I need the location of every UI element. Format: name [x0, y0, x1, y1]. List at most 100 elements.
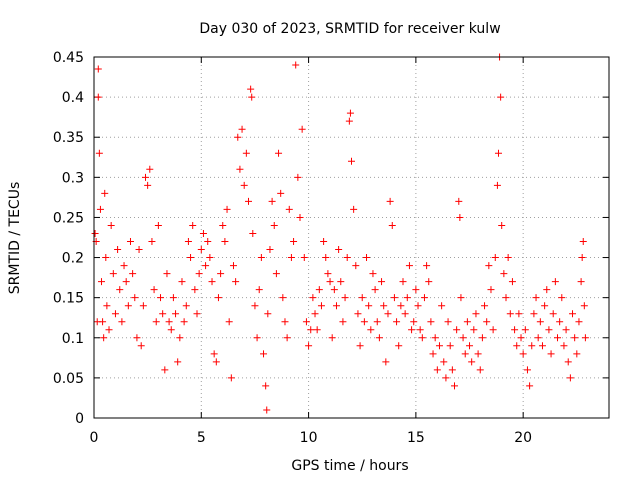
data-point: [348, 157, 355, 165]
x-tick-label: 15: [407, 430, 425, 446]
data-point: [367, 326, 375, 334]
data-point: [283, 334, 291, 342]
data-point: [403, 294, 411, 302]
data-point: [275, 149, 283, 157]
data-point: [414, 302, 422, 310]
data-point: [300, 254, 308, 262]
data-point: [105, 326, 113, 334]
data-point: [551, 278, 559, 286]
data-point: [202, 262, 210, 270]
data-point: [380, 302, 388, 310]
data-point: [214, 294, 222, 302]
data-point: [206, 254, 214, 262]
data-point: [137, 342, 145, 350]
data-point: [335, 246, 343, 254]
data-point: [375, 334, 383, 342]
data-point: [157, 294, 165, 302]
data-point: [99, 318, 107, 326]
data-point: [532, 294, 540, 302]
data-point: [102, 254, 110, 262]
data-point: [558, 294, 566, 302]
data-point: [302, 318, 310, 326]
data-point: [257, 254, 265, 262]
data-point: [208, 278, 216, 286]
data-point: [358, 294, 366, 302]
data-point: [260, 350, 268, 358]
data-point: [146, 165, 154, 173]
data-point: [247, 85, 255, 93]
data-point: [440, 358, 448, 366]
y-tick-label: 0.35: [53, 130, 84, 146]
data-point: [255, 286, 263, 294]
data-point: [420, 294, 428, 302]
data-point: [292, 61, 300, 69]
data-point: [354, 310, 362, 318]
data-point: [285, 205, 293, 213]
data-point: [154, 221, 162, 229]
data-point: [564, 358, 572, 366]
data-point: [287, 254, 295, 262]
data-point: [298, 125, 306, 133]
data-point: [305, 342, 313, 350]
data-point: [530, 310, 538, 318]
data-point: [466, 342, 474, 350]
data-point: [263, 406, 271, 414]
data-point: [577, 278, 585, 286]
data-point: [446, 342, 454, 350]
data-point: [468, 358, 476, 366]
data-point: [95, 149, 103, 157]
data-point: [412, 286, 420, 294]
data-point: [461, 350, 469, 358]
data-point: [159, 310, 167, 318]
data-point: [384, 310, 392, 318]
data-point: [408, 326, 416, 334]
x-tick-label: 5: [197, 430, 206, 446]
data-point: [425, 278, 433, 286]
data-point: [133, 334, 141, 342]
data-point: [107, 221, 115, 229]
y-axis-label: SRMTID / TECUs: [7, 182, 23, 295]
data-point: [94, 93, 102, 101]
data-point: [122, 278, 130, 286]
data-point: [328, 334, 336, 342]
x-tick-label: 20: [514, 430, 532, 446]
data-point: [234, 133, 242, 141]
data-point: [341, 294, 349, 302]
data-point: [554, 334, 561, 342]
data-point: [163, 270, 171, 278]
data-point: [463, 318, 471, 326]
data-point: [225, 318, 233, 326]
data-point: [474, 350, 482, 358]
data-point: [504, 254, 512, 262]
data-point: [506, 310, 514, 318]
data-point: [290, 238, 298, 246]
data-point: [197, 246, 205, 254]
data-point: [580, 302, 588, 310]
data-point: [322, 254, 330, 262]
data-point: [581, 334, 589, 342]
data-point: [457, 294, 465, 302]
data-point: [456, 213, 464, 221]
data-point: [242, 149, 250, 157]
data-point: [142, 173, 149, 181]
data-point: [324, 270, 332, 278]
data-point: [161, 366, 169, 374]
data-point: [116, 286, 124, 294]
data-point: [573, 350, 581, 358]
y-tick-label: 0.15: [53, 291, 84, 307]
data-point: [126, 238, 134, 246]
data-point: [326, 278, 334, 286]
data-point: [491, 254, 499, 262]
data-point: [493, 181, 501, 189]
data-point: [279, 294, 287, 302]
data-point: [401, 310, 409, 318]
data-point: [94, 65, 102, 73]
data-point: [399, 278, 407, 286]
data-point: [114, 246, 122, 254]
data-point: [337, 278, 345, 286]
data-point: [534, 334, 542, 342]
grid: [94, 57, 609, 418]
data-point: [249, 229, 257, 237]
data-point: [272, 270, 280, 278]
data-point: [485, 262, 493, 270]
